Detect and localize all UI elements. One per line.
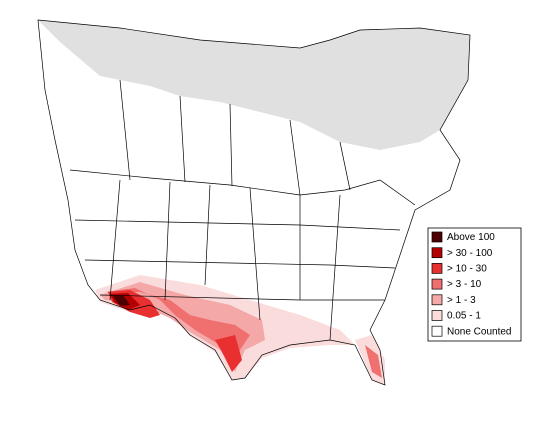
legend-swatch bbox=[431, 247, 443, 259]
legend-swatch bbox=[431, 325, 443, 337]
legend-swatch bbox=[431, 310, 443, 321]
abundance bbox=[95, 275, 385, 385]
legend-label: > 10 - 30 bbox=[447, 264, 487, 275]
border-line bbox=[109, 179, 341, 341]
legend-swatch bbox=[431, 294, 443, 306]
gray-region bbox=[38, 20, 470, 150]
legend-label: > 30 - 100 bbox=[447, 248, 493, 259]
legend-label: > 3 - 10 bbox=[447, 279, 482, 290]
border-line bbox=[119, 79, 351, 196]
legend-label: 0.05 - 1 bbox=[447, 311, 481, 322]
area-high bbox=[215, 335, 242, 372]
legend: Above 100 > 30 - 100 > 10 - 30 > 3 - 10 > 1 … bbox=[431, 231, 512, 337]
legend-box bbox=[427, 227, 522, 342]
legend-swatch bbox=[431, 231, 443, 243]
coastline bbox=[37, 19, 471, 386]
legend-swatch bbox=[431, 278, 443, 290]
area-highest bbox=[113, 296, 130, 306]
legend-label: > 1 - 3 bbox=[447, 295, 476, 306]
area-mid bbox=[365, 345, 382, 378]
borders bbox=[69, 79, 416, 341]
legend-label: Above 100 bbox=[447, 232, 495, 243]
legend-swatch bbox=[431, 263, 443, 274]
legend-label: None Counted bbox=[447, 326, 512, 337]
